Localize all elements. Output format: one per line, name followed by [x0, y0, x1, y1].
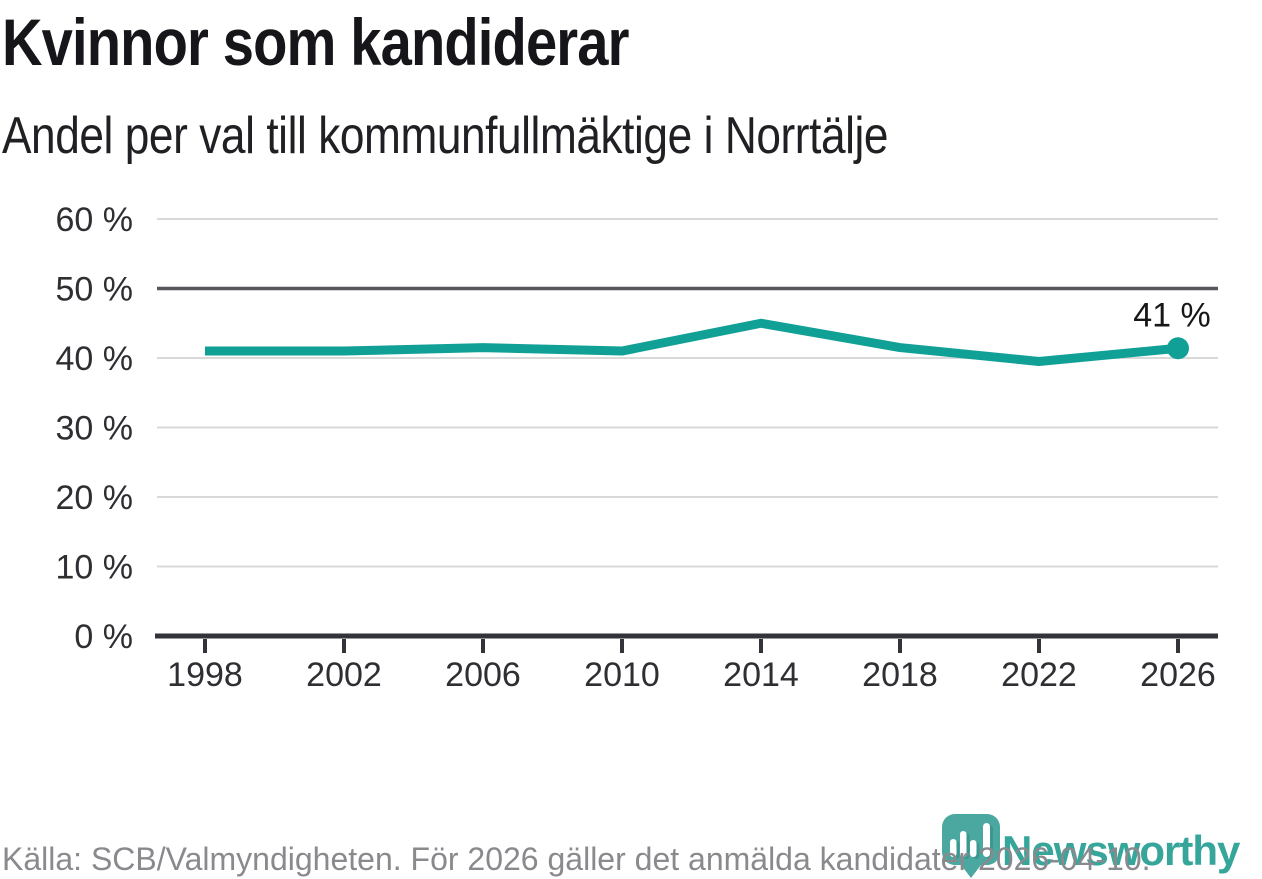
x-tick-label: 2010 [584, 656, 660, 694]
end-point-label: 41 % [1133, 296, 1211, 334]
y-tick-label: 50 % [56, 271, 134, 309]
y-tick-label: 0 % [74, 618, 133, 656]
logo-bars [950, 823, 990, 857]
page-title: Kvinnor som kandiderar [2, 5, 629, 79]
y-tick-label: 20 % [56, 479, 134, 517]
y-tick-label: 30 % [56, 410, 134, 448]
line-chart-svg: 0 % 10 % 20 % 30 % 40 % 50 % 60 % 1998 2002 2006 2… [56, 201, 1218, 694]
x-tick-label: 2014 [723, 656, 799, 694]
y-tick-label: 10 % [56, 549, 134, 587]
brand-name: Newsworthy [1002, 827, 1240, 874]
end-point-dot [1167, 337, 1189, 360]
newsworthy-logo-icon [942, 814, 1000, 878]
x-tick-label: 2022 [1001, 656, 1077, 694]
page-subtitle: Andel per val till kommunfullmäktige i N… [2, 107, 889, 165]
y-tick-label: 60 % [56, 201, 134, 239]
x-tick-label: 2006 [445, 656, 521, 694]
y-tick-label: 40 % [56, 340, 134, 378]
x-tick-label: 2018 [862, 656, 938, 694]
x-tick-label: 2002 [306, 656, 382, 694]
x-tick-label: 1998 [167, 656, 243, 694]
x-tick-label: 2026 [1140, 656, 1216, 694]
data-line [205, 318, 1179, 366]
source-note: Källa: SCB/Valmyndigheten. För 2026 gäll… [2, 841, 1151, 877]
